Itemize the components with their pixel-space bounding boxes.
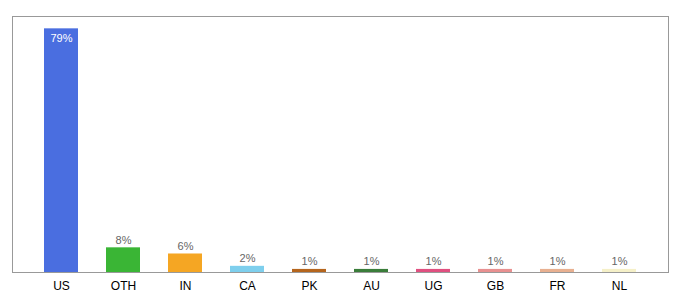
svg-text:AU: AU (363, 279, 380, 293)
svg-text:1%: 1% (364, 255, 380, 267)
svg-text:1%: 1% (302, 255, 318, 267)
svg-text:1%: 1% (488, 255, 504, 267)
svg-text:2%: 2% (240, 252, 256, 264)
svg-text:US: US (53, 279, 70, 293)
svg-text:OTH: OTH (111, 279, 136, 293)
svg-text:PK: PK (301, 279, 317, 293)
svg-text:IN: IN (180, 279, 192, 293)
svg-text:FR: FR (550, 279, 566, 293)
svg-text:8%: 8% (116, 234, 132, 246)
svg-text:1%: 1% (550, 255, 566, 267)
svg-text:UG: UG (425, 279, 443, 293)
svg-text:1%: 1% (612, 255, 628, 267)
svg-text:6%: 6% (178, 240, 194, 252)
svg-text:CA: CA (239, 279, 256, 293)
svg-text:GB: GB (487, 279, 504, 293)
svg-text:79%: 79% (50, 32, 72, 44)
svg-text:1%: 1% (426, 255, 442, 267)
svg-text:NL: NL (612, 279, 628, 293)
